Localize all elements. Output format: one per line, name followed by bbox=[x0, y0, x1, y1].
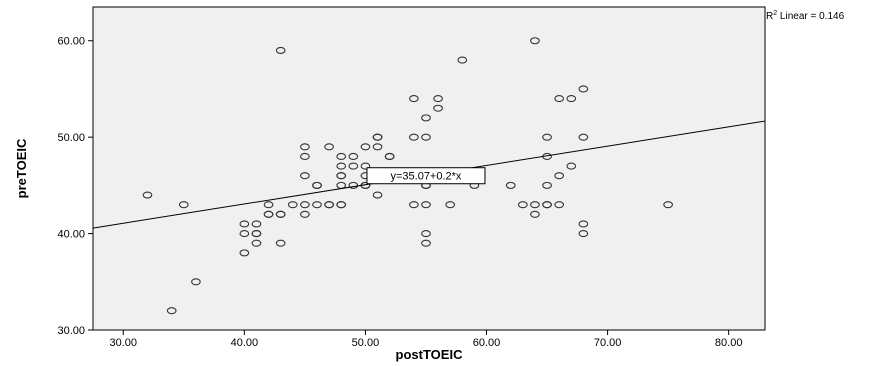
data-point bbox=[421, 230, 431, 238]
data-point bbox=[566, 95, 577, 103]
data-point bbox=[300, 152, 310, 160]
data-point bbox=[348, 162, 359, 170]
data-point bbox=[578, 85, 589, 93]
data-point bbox=[566, 162, 577, 170]
data-point bbox=[275, 239, 286, 247]
data-point bbox=[251, 239, 262, 247]
data-point bbox=[372, 191, 383, 199]
data-point bbox=[324, 143, 334, 151]
data-point bbox=[360, 162, 371, 170]
r2-sup: 2 bbox=[773, 10, 777, 17]
fit-equation-text: y=35.07+0.2*x bbox=[390, 171, 461, 183]
x-tick-label: 70.00 bbox=[594, 337, 622, 349]
data-point bbox=[166, 307, 177, 315]
data-point bbox=[505, 181, 516, 189]
data-point bbox=[251, 230, 262, 238]
data-point bbox=[142, 191, 153, 199]
data-point bbox=[542, 201, 552, 209]
data-point bbox=[421, 201, 431, 209]
data-point bbox=[457, 56, 468, 64]
data-point bbox=[530, 37, 540, 45]
y-tick-label: 60.00 bbox=[57, 36, 85, 48]
y-tick-label: 40.00 bbox=[57, 229, 85, 241]
data-points bbox=[142, 37, 673, 315]
r2-text: Linear = 0.146 bbox=[777, 11, 844, 22]
data-point bbox=[360, 143, 371, 151]
data-point bbox=[409, 133, 419, 141]
data-point bbox=[445, 201, 456, 209]
y-tick-label: 30.00 bbox=[57, 325, 85, 337]
data-point bbox=[178, 201, 189, 209]
fit-equation-box bbox=[366, 167, 486, 185]
data-point bbox=[336, 152, 347, 160]
data-point bbox=[300, 172, 310, 180]
x-tick-label: 30.00 bbox=[110, 337, 138, 349]
data-point bbox=[300, 210, 310, 218]
data-point bbox=[312, 181, 322, 189]
data-point bbox=[554, 95, 565, 103]
data-point bbox=[336, 172, 347, 180]
data-point bbox=[421, 239, 431, 247]
data-point bbox=[663, 201, 673, 209]
data-point bbox=[275, 210, 286, 218]
data-point bbox=[433, 104, 443, 112]
data-point bbox=[542, 133, 552, 141]
data-point bbox=[409, 95, 419, 103]
data-point bbox=[324, 201, 334, 209]
x-tick-label: 40.00 bbox=[231, 337, 259, 349]
data-point bbox=[263, 210, 274, 218]
data-point bbox=[530, 201, 540, 209]
data-point bbox=[384, 152, 395, 160]
data-point bbox=[433, 95, 443, 103]
data-point bbox=[372, 133, 383, 141]
x-tick-label: 80.00 bbox=[715, 337, 743, 349]
data-point bbox=[275, 46, 286, 54]
data-point bbox=[336, 201, 347, 209]
data-point bbox=[409, 201, 419, 209]
data-point bbox=[263, 201, 274, 209]
data-point bbox=[372, 143, 383, 151]
data-point bbox=[239, 249, 250, 257]
data-point bbox=[191, 278, 201, 286]
y-axis-title: preTOEIC bbox=[14, 138, 29, 198]
data-point bbox=[312, 201, 322, 209]
data-point bbox=[554, 201, 565, 209]
x-axis-title: postTOEIC bbox=[396, 347, 464, 362]
data-point bbox=[517, 201, 528, 209]
data-point bbox=[239, 230, 250, 238]
data-point bbox=[578, 133, 589, 141]
x-axis-ticks: 30.00 40.00 50.00 60.00 70.00 80.00 bbox=[110, 330, 743, 349]
r2-prefix: R bbox=[766, 11, 773, 22]
data-point bbox=[251, 220, 262, 228]
data-point bbox=[530, 210, 540, 218]
data-point bbox=[578, 220, 589, 228]
data-point bbox=[348, 152, 359, 160]
x-tick-label: 60.00 bbox=[473, 337, 501, 349]
data-point bbox=[300, 201, 310, 209]
data-point bbox=[421, 133, 431, 141]
data-point bbox=[300, 143, 310, 151]
fit-equation-label: y=35.07+0.2*x bbox=[366, 167, 486, 185]
data-point bbox=[578, 230, 589, 238]
data-point bbox=[421, 114, 431, 122]
data-point bbox=[239, 220, 250, 228]
y-axis-ticks: 30.00 40.00 50.00 60.00 bbox=[57, 36, 93, 337]
data-point bbox=[336, 162, 347, 170]
y-tick-label: 50.00 bbox=[57, 132, 85, 144]
data-point bbox=[554, 172, 565, 180]
data-point bbox=[287, 201, 298, 209]
data-point bbox=[542, 181, 552, 189]
data-point bbox=[348, 181, 359, 189]
r2-label: R2 Linear = 0.146 bbox=[766, 10, 845, 22]
x-tick-label: 50.00 bbox=[352, 337, 380, 349]
